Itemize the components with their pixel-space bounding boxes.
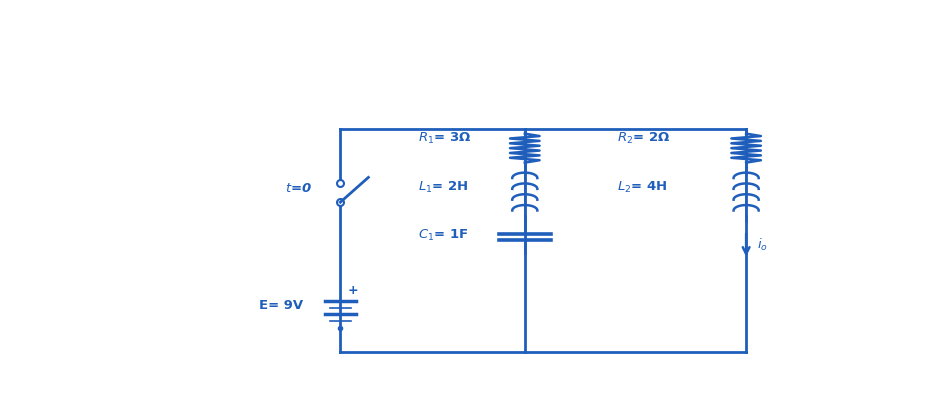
Text: $t$=0: $t$=0 [285,182,312,195]
Text: $R_1$= 3Ω: $R_1$= 3Ω [418,131,471,146]
Text: $L_2$= 4H: $L_2$= 4H [617,180,667,195]
Text: E= 9V: E= 9V [259,299,304,312]
Text: $R_2$= 2Ω: $R_2$= 2Ω [617,131,670,146]
Text: $i_o$: $i_o$ [757,237,768,253]
Text: +: + [347,284,358,297]
Text: $L_1$= 2H: $L_1$= 2H [418,180,468,195]
Text: $C_1$= 1F: $C_1$= 1F [418,228,468,243]
